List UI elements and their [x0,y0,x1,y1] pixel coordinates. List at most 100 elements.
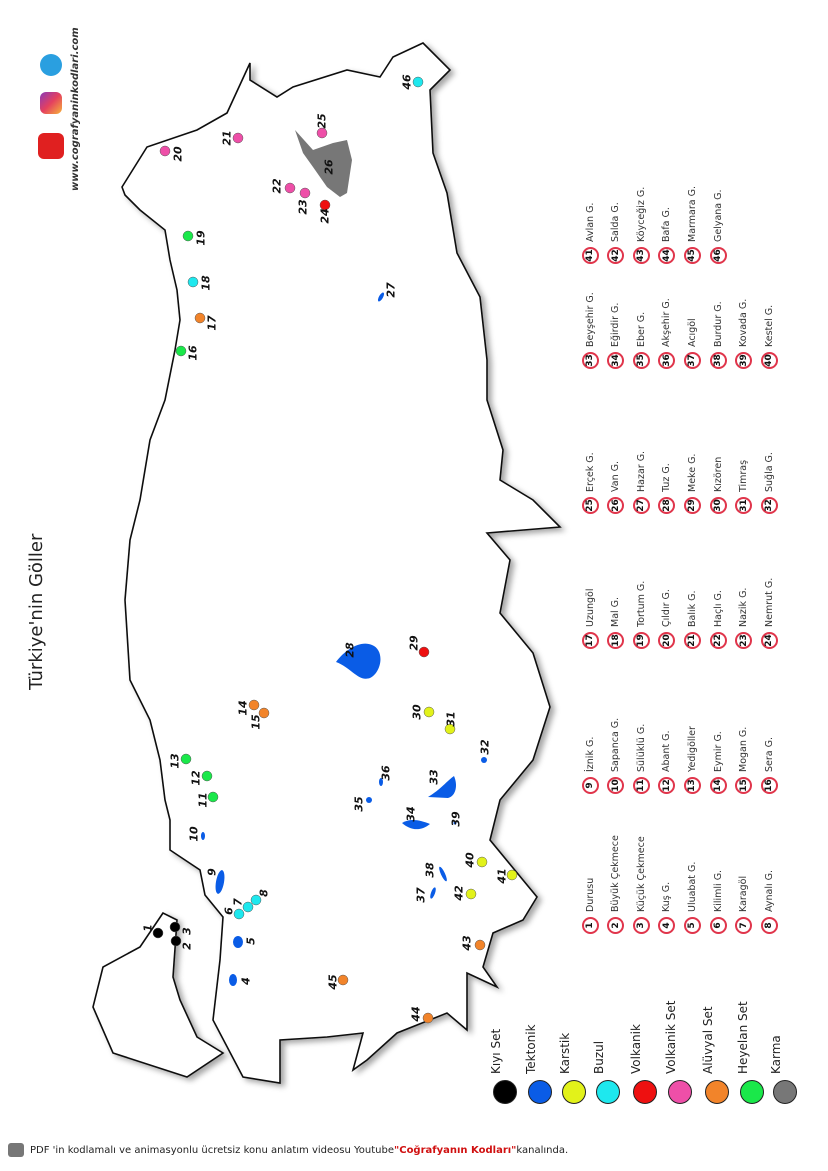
lake-marker-20: 20 [159,145,185,162]
lake-number-label: 41 [496,868,509,884]
lake-shape [366,797,372,803]
lake-shape [481,757,487,763]
lake-name: İznik G. [584,736,596,772]
page-title: Türkiye'nin Göller [26,533,47,690]
lake-number-badge: 36 [658,352,676,369]
legend-label: Karma [769,1035,783,1074]
lake-number-label: 23 [297,199,310,215]
lake-marker-36: 36 [379,765,393,786]
lake-dot [194,312,206,324]
lake-list-item: 32 Suğla G. [759,452,779,514]
lake-number-label: 42 [453,885,466,902]
lake-number-badge: 45 [683,247,701,264]
lake-number-badge: 22 [709,632,727,649]
lake-number-label: 22 [271,178,284,194]
lake-name: Mogan G. [738,726,750,772]
lake-name: Yedigöller [686,726,698,772]
lake-list-item: 11 Sülüklü G. [631,724,651,794]
lake-number-badge: 28 [658,497,676,514]
lake-marker-4: 4 [229,974,253,986]
website-link[interactable]: www.cografyaninkodlari.com [70,27,81,191]
legend-swatch-volkanik [633,1080,657,1104]
lake-dot [201,770,213,782]
lake-number-label: 2 [181,942,194,950]
lake-number-badge: 12 [658,777,676,794]
lake-number-badge: 41 [581,247,599,264]
lake-name: Köyceğiz G. [635,186,647,242]
lake-list-item: 10 Sapanca G. [606,718,626,794]
legend-swatch-karstik [562,1080,586,1104]
lake-marker-6: 6 [223,907,245,920]
lake-number-badge: 3 [632,917,650,934]
lake-number-label: 26 [323,159,336,175]
telegram-icon[interactable] [40,54,62,76]
lake-marker-40: 40 [464,852,488,869]
lake-marker-38: 38 [424,862,447,882]
lake-list-item: 7 Karagöl [734,876,754,934]
lake-marker-19: 19 [182,230,208,246]
lake-number-label: 21 [221,130,234,145]
lake-number-badge: 2 [607,917,625,934]
lake-number-badge: 43 [632,247,650,264]
lake-number-label: 5 [245,937,258,945]
lake-dot [232,132,244,144]
lake-number-badge: 7 [735,917,753,934]
lake-list-item: 37 Acıgöl [682,318,702,369]
lake-list-item: 45 Marmara G. [682,186,702,264]
youtube-icon[interactable] [38,133,64,159]
lake-dot [250,894,262,906]
lake-name: Akşehir G. [661,298,673,347]
legend-label: Karstik [558,1032,572,1074]
lake-list-item: 28 Tuz G. [657,463,677,514]
lake-number-label: 9 [206,868,219,876]
lake-list-item: 24 Nemrut G. [759,578,779,649]
lake-number-badge: 26 [607,497,625,514]
lake-number-label: 24 [319,208,332,223]
lake-markers: 1234567891011121314151617181920212223242… [142,74,518,1024]
footer-channel-name[interactable]: "Coğrafyanın Kodları" [394,1144,517,1156]
lake-list-item: 40 Kestel G. [759,305,779,369]
lake-marker-37: 37 [415,887,436,903]
lake-shape [229,974,237,986]
lake-number-label: 15 [250,714,263,730]
lake-number-badge: 20 [658,632,676,649]
lake-marker-44: 44 [410,1006,434,1024]
lake-number-badge: 21 [683,632,701,649]
lake-marker-12: 12 [190,770,213,786]
lake-name: Büyük Çekmece [610,835,622,912]
lake-number-label: 10 [188,826,201,842]
lake-number-badge: 29 [683,497,701,514]
lake-marker-17: 17 [194,312,219,331]
lake-name: Salda G. [610,202,622,242]
lake-list-item: 41 Avlan G. [580,203,600,264]
lake-number-label: 29 [408,635,421,651]
lake-dot [412,76,424,88]
lake-name: Bafa G. [661,207,673,242]
lake-number-badge: 30 [709,497,727,514]
lake-number-label: 1 [142,924,155,932]
lake-list-item: 5 Uluabat G. [682,862,702,934]
lake-name: Van G. [610,460,622,492]
instagram-icon[interactable] [40,92,62,114]
lake-number-badge: 35 [632,352,650,369]
lake-list-item: 38 Burdur G. [708,301,728,369]
lake-name: Tortum G. [635,580,647,627]
lake-marker-22: 22 [271,178,296,194]
lake-list-item: 27 Hazar G. [631,451,651,514]
lake-name: Balık G. [686,590,698,627]
lake-marker-23: 23 [297,187,311,215]
lake-dot [316,127,328,139]
lake-marker-21: 21 [221,130,244,146]
lake-number-badge: 9 [581,777,599,794]
lake-name: Abant G. [661,730,673,773]
lake-number-badge: 18 [607,632,625,649]
lake-list-item: 8 Aynalı G. [759,870,779,934]
lake-number-label: 32 [479,739,492,755]
lake-dot [506,869,518,881]
lake-marker-11: 11 [197,791,219,808]
lake-list-item: 14 Eymir G. [708,731,728,794]
lake-marker-28: 28 [336,642,381,679]
lake-name: Sera G. [763,736,775,772]
lake-number-badge: 19 [632,632,650,649]
